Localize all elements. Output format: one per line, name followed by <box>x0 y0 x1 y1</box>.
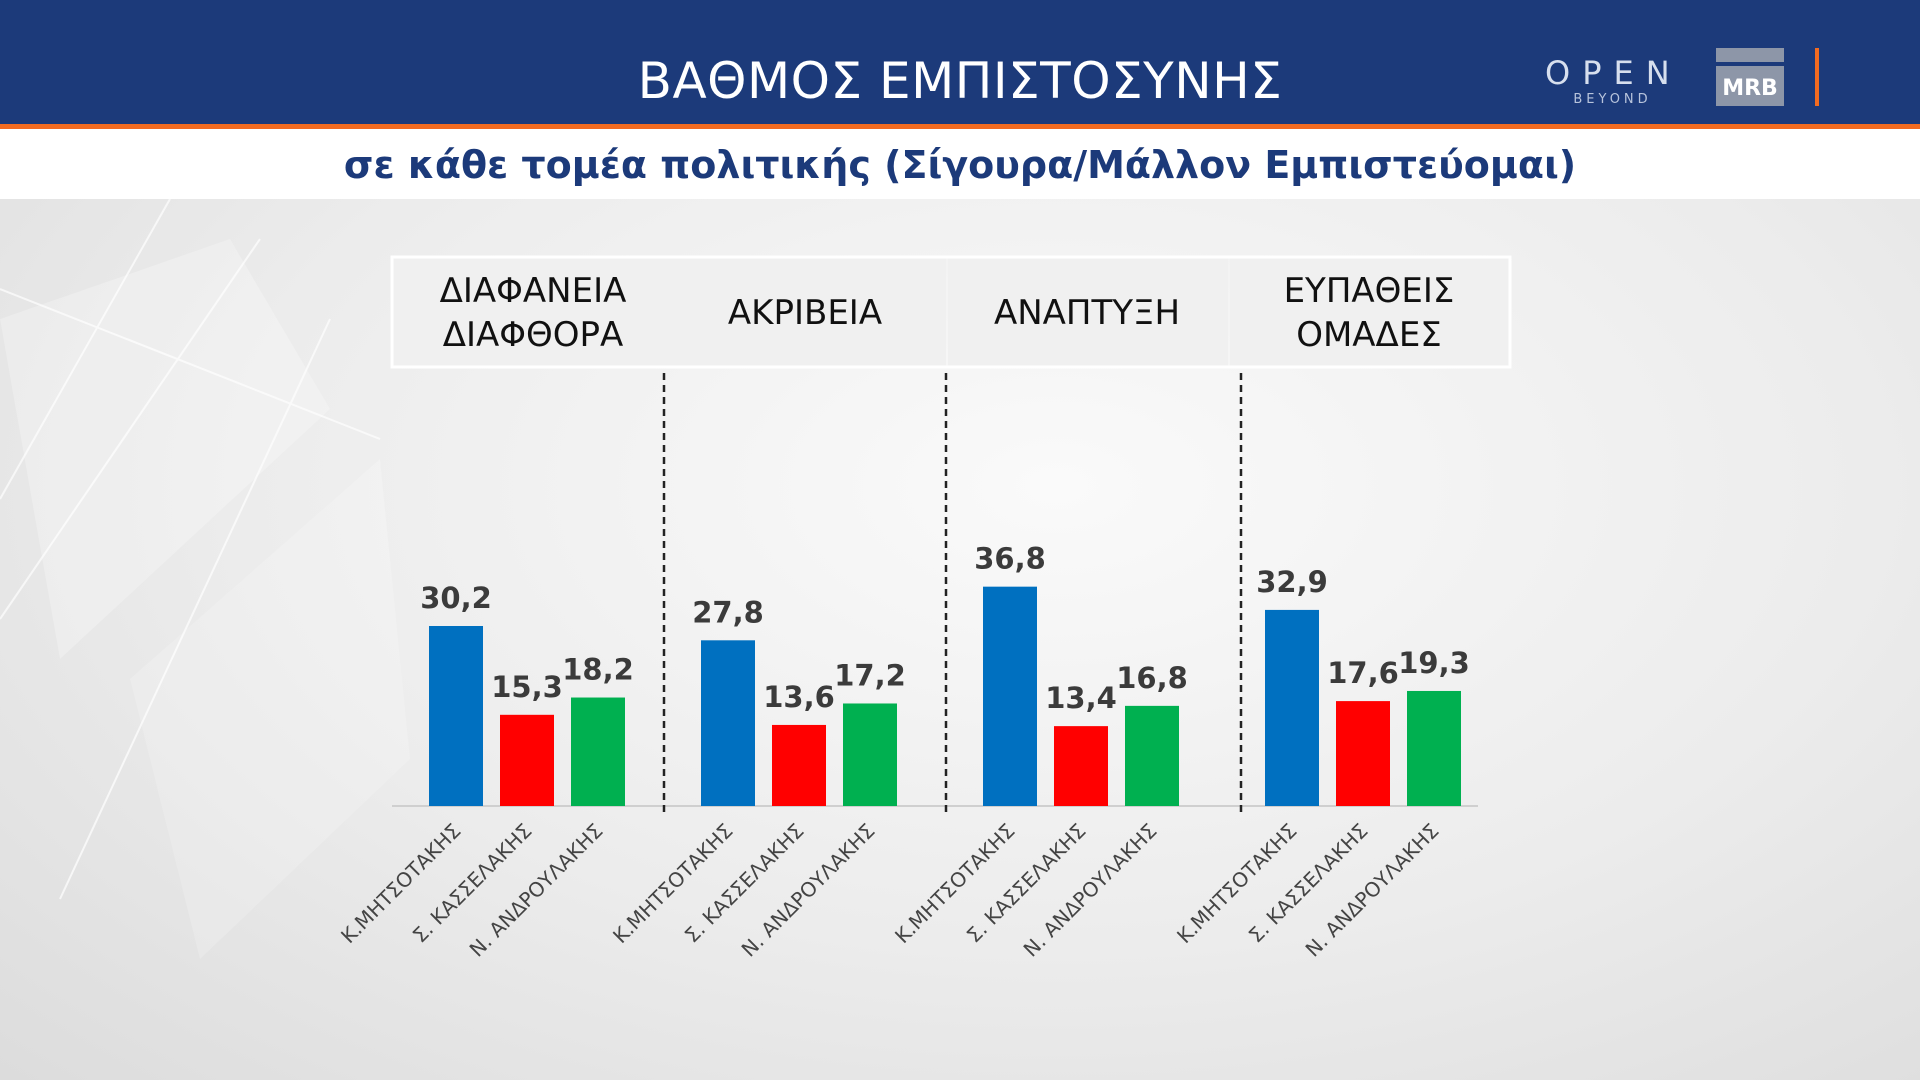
logo-divider <box>1815 48 1819 106</box>
x-tick-label: Σ. ΚΑΣΣΕΛΑΚΗΣ <box>680 819 809 948</box>
category-header-label: ΕΥΠΑΘΕΙΣ <box>1284 271 1455 311</box>
page-subtitle: σε κάθε τομέα πολιτικής (Σίγουρα/Μάλλον … <box>343 143 1577 187</box>
data-label: 30,2 <box>420 581 492 615</box>
x-tick-label: Ν. ΑΝΔΡΟΥΛΑΚΗΣ <box>465 819 608 962</box>
x-tick-label: Ν. ΑΝΔΡΟΥΛΑΚΗΣ <box>737 819 880 962</box>
data-label: 17,2 <box>834 658 906 692</box>
bar <box>500 714 554 806</box>
x-tick-label: Κ.ΜΗΤΣΟΤΑΚΗΣ <box>608 819 737 948</box>
page-title: ΒΑΘΜΟΣ ΕΜΠΙΣΤΟΣΥΝΗΣ <box>637 52 1283 110</box>
category-header-label: ΟΜΑΔΕΣ <box>1296 315 1442 355</box>
background-decoration <box>0 199 410 959</box>
data-label: 18,2 <box>562 653 634 687</box>
subtitle-bar <box>0 129 1920 199</box>
data-label: 13,4 <box>1045 681 1117 715</box>
mrb-logo-stripe <box>1716 62 1784 66</box>
bg-line <box>59 318 331 900</box>
bar <box>571 697 625 806</box>
data-label: 19,3 <box>1398 646 1470 680</box>
category-header-cell <box>1230 257 1510 367</box>
bg-shape <box>130 459 410 959</box>
open-logo: OPEN <box>1545 54 1682 92</box>
data-label: 32,9 <box>1256 565 1328 599</box>
data-label: 16,8 <box>1116 661 1188 695</box>
category-header-cell <box>392 257 674 367</box>
x-tick-label: Κ.ΜΗΤΣΟΤΑΚΗΣ <box>1172 819 1301 948</box>
bg-line <box>0 199 171 500</box>
x-tick-label: Ν. ΑΝΔΡΟΥΛΑΚΗΣ <box>1019 819 1162 962</box>
bar <box>843 703 897 806</box>
header-frame <box>390 255 1512 369</box>
bar <box>772 724 826 806</box>
category-header-cell <box>666 257 946 367</box>
mrb-logo-text: MRB <box>1722 76 1778 101</box>
data-label: 15,3 <box>491 670 563 704</box>
mrb-logo: MRB <box>1716 48 1784 106</box>
x-tick-label: Σ. ΚΑΣΣΕΛΑΚΗΣ <box>962 819 1091 948</box>
x-tick-label: Κ.ΜΗΤΣΟΤΑΚΗΣ <box>336 819 465 948</box>
category-header-label: ΑΝΑΠΤΥΞΗ <box>994 293 1180 333</box>
category-header-label: ΔΙΑΦΘΟΡΑ <box>443 315 624 355</box>
bg-line <box>0 238 261 620</box>
accent-line <box>0 124 1920 129</box>
bg-line <box>0 288 381 440</box>
bg-shape <box>0 239 330 659</box>
data-label: 13,6 <box>763 680 835 714</box>
data-label: 27,8 <box>692 595 764 629</box>
data-label: 17,6 <box>1327 656 1399 690</box>
x-tick-label: Σ. ΚΑΣΣΕΛΑΚΗΣ <box>408 819 537 948</box>
category-header-label: ΑΚΡΙΒΕΙΑ <box>728 293 882 333</box>
bar <box>1054 726 1108 806</box>
header-bar <box>0 0 1920 124</box>
bar <box>701 640 755 806</box>
bar <box>1407 690 1461 806</box>
x-tick-label: Σ. ΚΑΣΣΕΛΑΚΗΣ <box>1244 819 1373 948</box>
data-label: 36,8 <box>974 542 1046 576</box>
x-tick-label: Κ.ΜΗΤΣΟΤΑΚΗΣ <box>890 819 1019 948</box>
category-header-cell <box>948 257 1228 367</box>
category-header-label: ΔΙΑΦΑΝΕΙΑ <box>440 271 627 311</box>
bar <box>429 626 483 806</box>
bar <box>1125 705 1179 806</box>
bar <box>1265 609 1319 806</box>
x-tick-label: Ν. ΑΝΔΡΟΥΛΑΚΗΣ <box>1301 819 1444 962</box>
bar <box>1336 701 1390 806</box>
bar <box>983 586 1037 806</box>
open-beyond-tagline: BEYOND <box>1573 92 1652 107</box>
